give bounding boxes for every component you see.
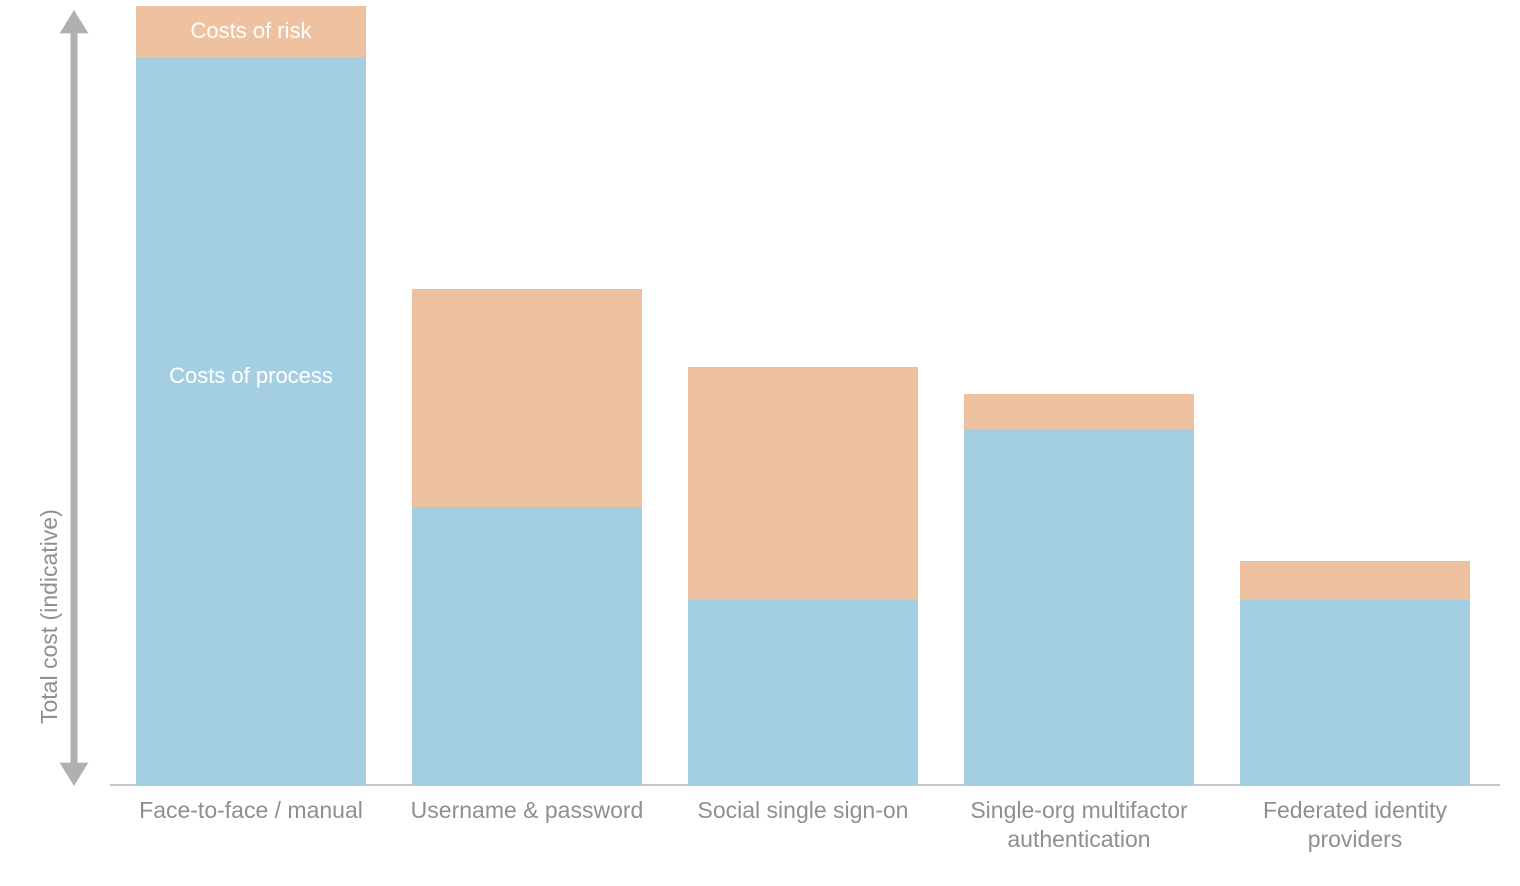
category-label: Username & password [402,796,652,825]
bar-segment-process [1240,600,1470,786]
bar-segment-process [964,429,1194,786]
bar-group [964,394,1194,786]
bar-segment-risk [688,367,918,600]
bar-group [688,367,918,786]
bar-segment-process [412,507,642,786]
plot-area: Costs of riskCosts of process [110,10,1500,786]
cost-comparison-chart: Total cost (indicative)Costs of riskCost… [0,0,1520,886]
category-labels: Face-to-face / manual Username & password… [110,796,1500,886]
bar-group [412,289,642,786]
bar-segment-process [688,600,918,786]
category-label: Federated identity providers [1230,796,1480,854]
bar-segment-risk: Costs of risk [136,6,366,56]
y-axis-arrow-icon [56,10,92,786]
category-label: Single-org multifactor authentication [954,796,1204,854]
bar-segment-process: Costs of process [136,57,366,786]
bar-segment-risk [1240,561,1470,600]
bar-segment-risk [964,394,1194,429]
category-label: Face-to-face / manual [126,796,376,825]
series-label-risk: Costs of risk [136,6,366,56]
series-label-process: Costs of process [136,57,366,786]
bar-group [1240,561,1470,786]
bar-segment-risk [412,289,642,506]
category-label: Social single sign-on [678,796,928,825]
bar-group: Costs of riskCosts of process [136,6,366,786]
